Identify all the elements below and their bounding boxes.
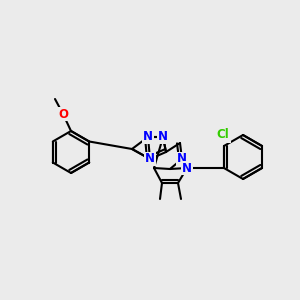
Text: O: O [58,107,68,121]
Text: N: N [145,152,155,166]
Text: N: N [177,152,187,166]
Text: O: O [58,107,68,121]
Text: Cl: Cl [217,128,229,142]
Text: N: N [182,161,192,175]
Text: N: N [158,130,168,143]
Text: Cl: Cl [218,130,230,142]
Text: N: N [143,130,153,143]
